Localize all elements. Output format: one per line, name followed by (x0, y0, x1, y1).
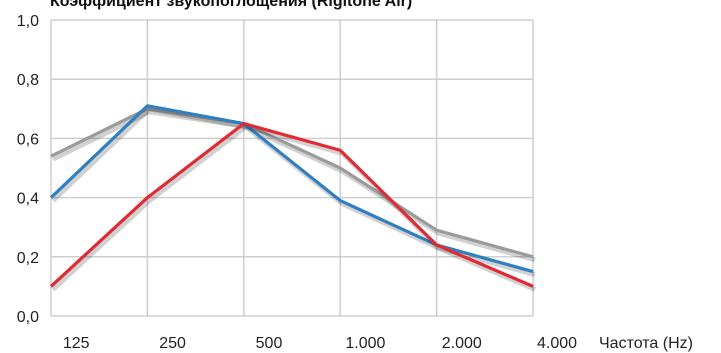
x-tick-label: 250 (159, 335, 186, 352)
chart-title: Коэффициент звукопоглощения (Rigitone Ai… (50, 0, 412, 10)
series-line-1 (50, 107, 534, 259)
series-shadow (51, 124, 536, 292)
series-lines (49, 104, 536, 292)
y-tick-labels: 0,0 0,2 0,4 0,6 0,8 1,0 (17, 13, 39, 326)
x-tick-label: 1.000 (345, 335, 385, 352)
x-tick-label: 125 (63, 335, 90, 352)
x-tick-label: 4.000 (537, 335, 577, 352)
y-tick-label: 0,6 (17, 131, 39, 148)
series-line-2 (49, 104, 534, 274)
x-tick-labels: 125 250 500 1.000 2.000 4.000 (63, 335, 577, 352)
y-tick-label: 0,2 (17, 250, 39, 267)
series-shadow (51, 106, 536, 278)
grid (50, 19, 534, 317)
series-line-3 (49, 121, 534, 288)
y-tick-label: 1,0 (17, 13, 39, 30)
x-tick-label: 2.000 (442, 335, 482, 352)
y-tick-label: 0,4 (17, 191, 39, 208)
y-tick-label: 0,0 (17, 309, 39, 326)
y-tick-label: 0,8 (17, 72, 39, 89)
x-axis-label: Частота (Hz) (599, 335, 693, 352)
x-tick-label: 500 (256, 335, 283, 352)
